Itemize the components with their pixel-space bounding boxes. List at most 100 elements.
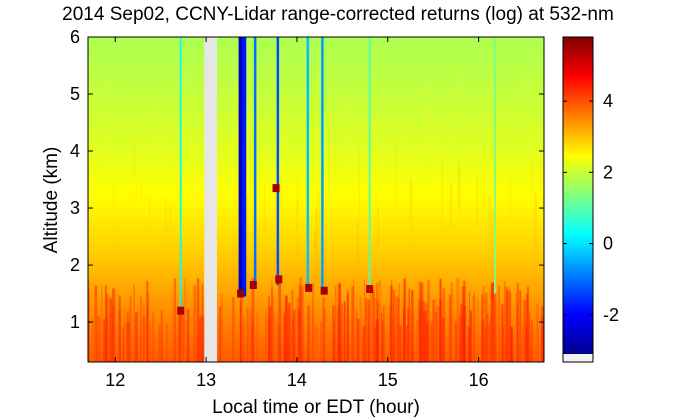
- profile-band: [88, 66, 544, 70]
- aerosol-streak: [276, 323, 280, 362]
- aerosol-streak: [100, 284, 103, 362]
- aerosol-streak: [101, 143, 103, 182]
- aerosol-streak: [298, 285, 302, 362]
- aerosol-streak: [522, 324, 524, 362]
- profile-band: [88, 117, 544, 122]
- aerosol-streak: [461, 286, 465, 362]
- aerosol-streak: [442, 288, 446, 362]
- aerosol-streak: [88, 165, 90, 216]
- profile-band: [88, 299, 544, 303]
- aerosol-streak: [147, 292, 149, 362]
- aerosol-streak: [133, 284, 135, 362]
- profile-band: [88, 220, 544, 225]
- profile-band: [88, 37, 544, 41]
- aerosol-streak: [468, 291, 470, 362]
- aerosol-streak: [407, 313, 410, 362]
- aerosol-streak: [186, 309, 190, 362]
- x-tick-label: 13: [196, 370, 216, 390]
- profile-band: [88, 199, 544, 203]
- aerosol-streak: [234, 91, 236, 155]
- aerosol-streak: [90, 59, 92, 123]
- plot-area: [88, 37, 544, 362]
- aerosol-streak: [145, 325, 148, 362]
- aerosol-streak: [249, 310, 252, 362]
- aerosol-streak: [243, 317, 245, 362]
- aerosol-streak: [240, 295, 243, 362]
- aerosol-streak: [419, 301, 422, 362]
- profile-band: [88, 277, 544, 282]
- aerosol-streak: [333, 321, 336, 362]
- aerosol-streak: [232, 312, 235, 362]
- profile-band: [88, 280, 544, 284]
- aerosol-streak: [251, 323, 254, 362]
- aerosol-streak: [297, 172, 299, 213]
- aerosol-streak: [430, 326, 433, 362]
- aerosol-streak: [497, 285, 501, 362]
- aerosol-streak: [403, 278, 406, 362]
- profile-band: [88, 136, 544, 141]
- aerosol-streak: [395, 296, 398, 362]
- profile-band: [88, 44, 544, 49]
- aerosol-streak: [408, 288, 411, 362]
- aerosol-streak: [158, 325, 161, 362]
- aerosol-streak: [314, 74, 316, 146]
- aerosol-streak: [178, 315, 181, 362]
- aerosol-streak: [411, 289, 414, 362]
- profile-band: [88, 253, 544, 257]
- aerosol-streak: [297, 307, 301, 362]
- aerosol-streak: [272, 313, 275, 362]
- aerosol-streak: [118, 309, 121, 362]
- aerosol-streak: [482, 286, 485, 362]
- profile-band: [88, 288, 544, 292]
- aerosol-streak: [249, 141, 252, 196]
- cloud-base-patch: [275, 275, 283, 284]
- aerosol-streak: [508, 286, 511, 362]
- aerosol-streak: [390, 137, 392, 185]
- aerosol-streak: [536, 303, 539, 362]
- aerosol-streak: [519, 291, 522, 362]
- profile-band: [88, 169, 544, 173]
- aerosol-streak: [237, 78, 239, 150]
- y-axis-label: Altitude (km): [41, 147, 62, 254]
- aerosol-streak: [143, 323, 146, 362]
- x-axis-label: Local time or EDT (hour): [212, 397, 420, 418]
- aerosol-streak: [160, 310, 163, 362]
- aerosol-streak: [500, 93, 502, 129]
- aerosol-streak: [471, 110, 473, 190]
- aerosol-streak: [357, 126, 359, 197]
- aerosol-streak: [332, 305, 335, 362]
- aerosol-streak: [493, 293, 497, 362]
- profile-band: [88, 326, 544, 330]
- aerosol-streak: [420, 282, 423, 362]
- aerosol-streak: [178, 326, 181, 362]
- profile-band: [88, 215, 544, 219]
- profile-band: [88, 123, 544, 127]
- profile-band: [88, 329, 544, 333]
- aerosol-streak: [196, 278, 200, 362]
- aerosol-streak: [365, 298, 368, 362]
- profile-band: [88, 188, 544, 192]
- aerosol-streak: [525, 69, 527, 122]
- aerosol-streak: [296, 199, 298, 227]
- profile-band: [88, 250, 544, 254]
- aerosol-streak: [419, 310, 421, 362]
- profile-band: [88, 239, 544, 244]
- aerosol-streak: [271, 288, 274, 362]
- aerosol-streak: [263, 180, 265, 234]
- aerosol-streak: [467, 326, 471, 362]
- aerosol-streak: [123, 306, 125, 362]
- aerosol-streak: [107, 315, 109, 362]
- aerosol-streak: [128, 306, 131, 362]
- aerosol-streak: [532, 155, 535, 181]
- aerosol-streak: [199, 319, 201, 362]
- profile-band: [88, 85, 544, 89]
- profile-band: [88, 204, 544, 208]
- aerosol-streak: [454, 319, 457, 362]
- aerosol-streak: [484, 292, 488, 362]
- aerosol-streak: [119, 296, 121, 362]
- aerosol-streak: [337, 283, 341, 362]
- aerosol-streak: [403, 109, 405, 182]
- aerosol-streak: [426, 128, 428, 197]
- aerosol-streak: [291, 289, 294, 362]
- aerosol-streak: [376, 120, 378, 194]
